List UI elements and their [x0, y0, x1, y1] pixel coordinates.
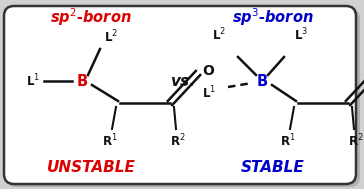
Text: STABLE: STABLE [241, 160, 305, 174]
Text: R$^2$: R$^2$ [170, 133, 186, 150]
FancyBboxPatch shape [6, 9, 360, 187]
Text: B: B [256, 74, 268, 88]
Text: L$^3$: L$^3$ [294, 26, 308, 43]
Text: sp$^3$-boron: sp$^3$-boron [232, 6, 314, 28]
Text: O: O [202, 64, 214, 78]
Text: L$^2$: L$^2$ [212, 26, 226, 43]
Text: UNSTABLE: UNSTABLE [47, 160, 135, 174]
Text: L$^1$: L$^1$ [202, 85, 216, 101]
Text: B: B [76, 74, 88, 88]
Text: R$^2$: R$^2$ [348, 133, 364, 150]
Text: R$^1$: R$^1$ [280, 133, 296, 150]
FancyBboxPatch shape [4, 6, 356, 184]
Text: L$^2$: L$^2$ [104, 28, 118, 45]
Text: vs.: vs. [170, 74, 194, 88]
Text: sp$^2$-boron: sp$^2$-boron [50, 6, 132, 28]
Text: L$^1$: L$^1$ [26, 73, 40, 89]
Text: R$^1$: R$^1$ [102, 133, 118, 150]
